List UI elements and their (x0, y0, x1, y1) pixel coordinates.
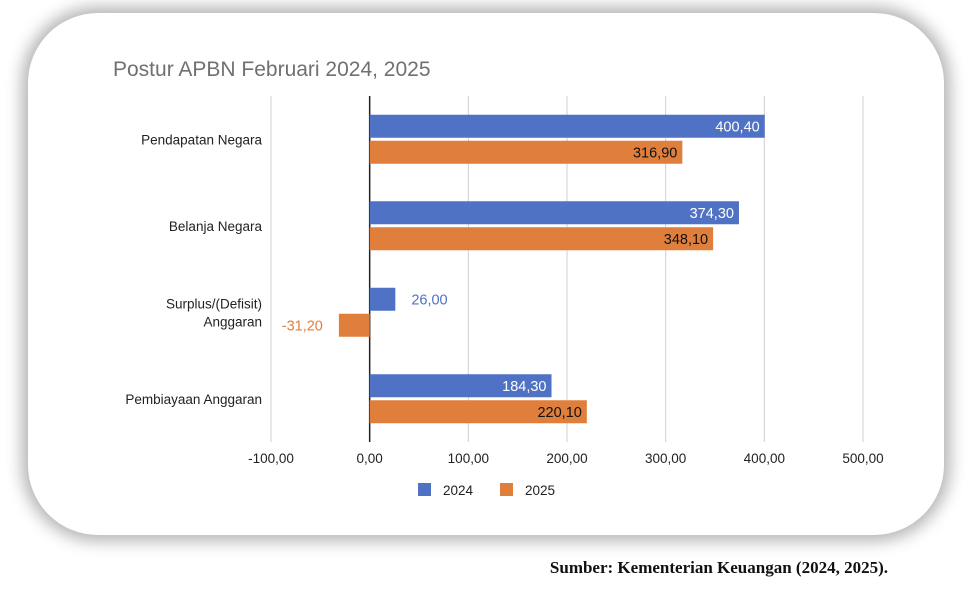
data-label: 348,10 (664, 232, 708, 248)
x-tick-label: 400,00 (744, 451, 785, 466)
data-label: 374,30 (690, 206, 734, 222)
data-label: 400,40 (715, 119, 759, 135)
x-tick-label: 0,00 (357, 451, 383, 466)
data-label: 26,00 (411, 292, 447, 308)
bar-2024 (369, 114, 765, 138)
data-label: 316,90 (633, 145, 677, 161)
bar-2024 (369, 201, 739, 225)
x-tick-label: 500,00 (842, 451, 883, 466)
x-tick-label: -100,00 (248, 451, 294, 466)
x-tick-label: 200,00 (546, 451, 587, 466)
category-label: Anggaran (203, 314, 262, 329)
x-tick-labels: -100,00 0,00 100,00 200,00 300,00 400,00 500,0… (248, 451, 884, 466)
bar-2025 (369, 140, 683, 164)
bar-2025 (369, 400, 587, 424)
legend-swatch (418, 483, 431, 496)
data-label: 220,10 (537, 405, 581, 421)
bar-2024 (369, 287, 396, 311)
chart-card (28, 13, 944, 535)
legend-label: 2024 (443, 483, 474, 498)
bar-2025 (338, 313, 370, 337)
bar-2024 (369, 374, 552, 398)
legend: 2024 2025 (418, 483, 555, 498)
legend-swatch (500, 483, 513, 496)
category-label: Pembiayaan Anggaran (125, 392, 262, 407)
bars: 400,40 316,90 374,30 348,10 26,00 -31,20 184,3… (282, 114, 765, 424)
x-tick-label: 100,00 (448, 451, 489, 466)
category-label: Surplus/(Defisit) (166, 296, 262, 311)
source-caption: Sumber: Kementerian Keuangan (2024, 2025… (549, 558, 888, 577)
data-label: -31,20 (282, 318, 323, 334)
category-label: Pendapatan Negara (141, 132, 262, 147)
x-tick-label: 300,00 (645, 451, 686, 466)
data-label: 184,30 (502, 379, 546, 395)
bar-2025 (369, 227, 714, 251)
category-labels: Pendapatan Negara Belanja Negara Surplus/(… (125, 132, 262, 407)
legend-label: 2025 (525, 483, 555, 498)
chart-title: Postur APBN Februari 2024, 2025 (113, 58, 431, 81)
category-label: Belanja Negara (169, 219, 263, 234)
